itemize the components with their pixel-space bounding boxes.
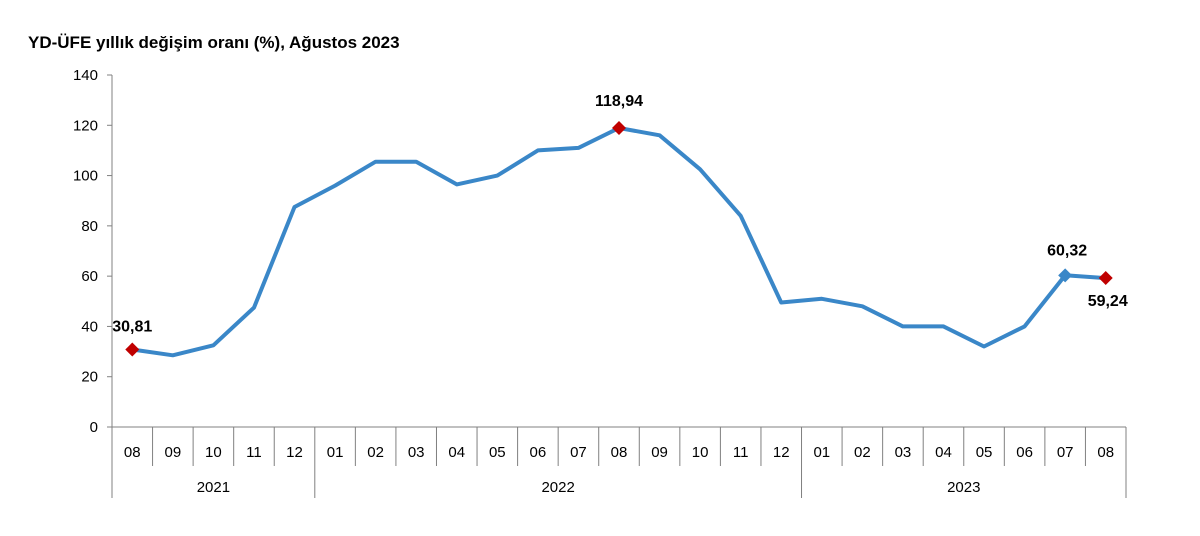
x-tick-label: 01 [813,444,830,461]
year-label: 2021 [197,479,230,496]
highlight-marker [1058,268,1073,283]
highlight-marker [1098,271,1113,286]
data-label: 59,24 [1088,293,1128,310]
y-tick-label: 40 [81,318,98,335]
year-label: 2023 [947,479,980,496]
labels: 30,81 118,94 60,32 59,24 [112,93,1128,336]
y-tick-label: 20 [81,369,98,386]
highlight-marker [612,120,626,135]
x-tick-label: 10 [205,444,222,461]
x-tick-label: 06 [530,444,547,461]
x-tick-label: 05 [489,444,506,461]
x-tick-label: 12 [286,444,303,461]
x-tick-label: 03 [895,444,912,461]
y-tick-label: 100 [73,168,98,185]
y-tick-label: 60 [81,268,98,285]
x-tick-label: 10 [692,444,709,461]
chart-title: YD-ÜFE yıllık değişim oranı (%), Ağustos… [28,33,400,52]
x-tick-label: 01 [327,444,344,461]
x-tick-label: 06 [1016,444,1033,461]
data-label: 118,94 [595,93,643,110]
highlight-marker [125,342,140,357]
x-tick-label: 09 [164,444,181,461]
x-tick-label: 07 [570,444,587,461]
x-tick-label: 03 [408,444,425,461]
x-tick-label: 02 [367,444,384,461]
x-tick-label: 11 [733,444,749,461]
y-tick-label: 140 [73,67,98,84]
x-tick-label: 04 [935,444,952,461]
x-tick-label: 05 [976,444,993,461]
x-tick-label: 08 [124,444,141,461]
y-tick-label: 0 [90,419,98,436]
x-tick-label: 12 [773,444,790,461]
data-label: 60,32 [1047,242,1087,259]
series [125,120,1113,358]
x-tick-label: 04 [448,444,465,461]
year-label: 2022 [541,479,574,496]
y-tick-label: 120 [73,117,98,134]
data-label: 30,81 [112,319,152,336]
y-tick-label: 80 [81,218,98,235]
x-tick-label: 02 [854,444,871,461]
x-tick-label: 11 [246,444,262,461]
x-tick-label: 08 [611,444,628,461]
x-tick-label: 09 [651,444,668,461]
x-tick-label: 08 [1097,444,1114,461]
x-tick-label: 07 [1057,444,1074,461]
series-line [130,126,1108,358]
